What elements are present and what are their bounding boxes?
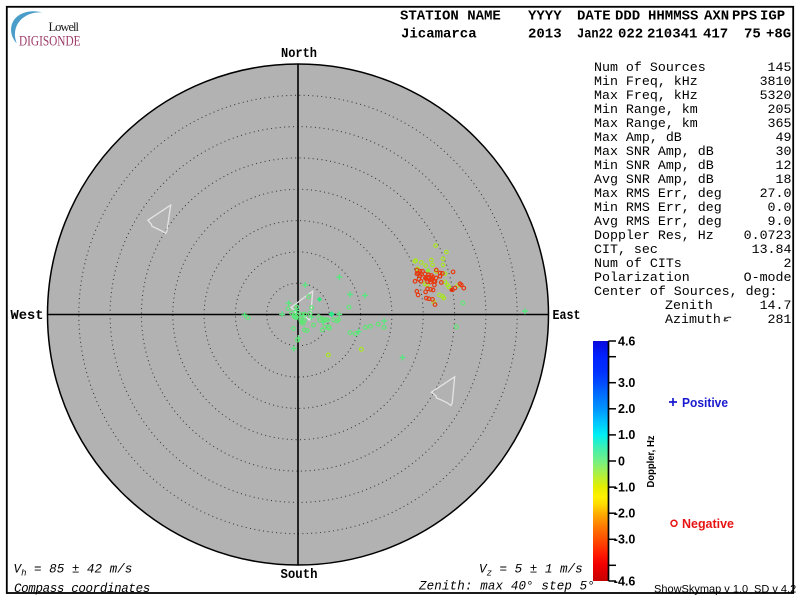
svg-text:27.0: 27.0: [760, 186, 792, 201]
svg-text:IGP: IGP: [760, 9, 785, 25]
svg-text:365: 365: [768, 116, 792, 131]
svg-text:Max Range, km: Max Range, km: [594, 116, 698, 131]
svg-text:12: 12: [776, 158, 792, 173]
svg-text:-2.0: -2.0: [614, 507, 636, 521]
svg-text:Zenith: Zenith: [665, 298, 713, 313]
svg-text:Doppler, Hz: Doppler, Hz: [645, 436, 657, 488]
svg-text:Avg SNR Amp, dB: Avg SNR Amp, dB: [594, 172, 714, 187]
svg-text:CIT, sec: CIT, sec: [594, 242, 658, 257]
svg-text:0: 0: [618, 454, 625, 468]
svg-text:Center of Sources, deg:: Center of Sources, deg:: [594, 284, 778, 299]
svg-text:Avg RMS Err, deg: Avg RMS Err, deg: [594, 214, 722, 229]
svg-text:-4.6: -4.6: [614, 574, 636, 588]
svg-text:YYYY: YYYY: [528, 9, 562, 25]
svg-text:0.0723: 0.0723: [744, 228, 792, 243]
svg-text:Max RMS Err, deg: Max RMS Err, deg: [594, 186, 722, 201]
svg-text:5320: 5320: [760, 88, 792, 103]
svg-text:Max Amp, dB: Max Amp, dB: [594, 130, 682, 145]
svg-text:Min Freq, kHz: Min Freq, kHz: [594, 74, 698, 89]
svg-text:205: 205: [768, 102, 792, 117]
svg-text:Min Range, km: Min Range, km: [594, 102, 698, 117]
svg-text:022: 022: [618, 27, 643, 43]
svg-text:49: 49: [776, 130, 792, 145]
svg-text:2: 2: [784, 256, 792, 271]
svg-text:STATION NAME: STATION NAME: [400, 9, 501, 25]
svg-text:West: West: [11, 309, 44, 324]
svg-text:DIGISONDE: DIGISONDE: [19, 34, 81, 50]
svg-text:2.0: 2.0: [618, 402, 635, 416]
svg-text:13.84: 13.84: [752, 242, 792, 257]
svg-text:3810: 3810: [760, 74, 792, 89]
svg-text:ShowSkymap v 1.0: ShowSkymap v 1.0: [654, 584, 748, 596]
svg-text:Num of CITs: Num of CITs: [594, 256, 682, 271]
svg-text:Compass coordinates: Compass coordinates: [14, 582, 150, 596]
svg-text:Max SNR Amp, dB: Max SNR Amp, dB: [594, 144, 714, 159]
svg-text:210341: 210341: [647, 27, 697, 43]
svg-text:2013: 2013: [528, 27, 562, 43]
svg-text:Min SNR Amp, dB: Min SNR Amp, dB: [594, 158, 714, 173]
svg-text:Positive: Positive: [682, 395, 728, 410]
svg-text:DATE: DATE: [577, 9, 611, 25]
svg-text:SD v 4.2: SD v 4.2: [754, 584, 796, 596]
svg-text:+8G: +8G: [766, 27, 791, 43]
svg-text:-3.0: -3.0: [614, 533, 636, 547]
svg-text:Azimuth: Azimuth: [665, 312, 721, 327]
svg-text:Lowell: Lowell: [49, 20, 80, 34]
svg-text:East: East: [553, 309, 581, 324]
svg-text:HHMMSS: HHMMSS: [648, 9, 698, 25]
svg-text:Negative: Negative: [682, 516, 734, 531]
svg-text:3.0: 3.0: [618, 376, 635, 390]
svg-text:PPS: PPS: [732, 9, 757, 25]
svg-text:Min RMS Err, deg: Min RMS Err, deg: [594, 200, 722, 215]
svg-text:Zenith: max 40° step 5°: Zenith: max 40° step 5°: [418, 580, 595, 594]
svg-text:1.0: 1.0: [618, 428, 635, 442]
svg-text:4.6: 4.6: [618, 334, 635, 348]
svg-text:9.0: 9.0: [768, 214, 792, 229]
svg-text:Max Freq, kHz: Max Freq, kHz: [594, 88, 698, 103]
svg-text:281: 281: [768, 312, 792, 327]
svg-text:18: 18: [776, 172, 792, 187]
svg-text:Jicamarca: Jicamarca: [401, 27, 477, 43]
svg-text:Vh = 85 ± 42 m/s: Vh = 85 ± 42 m/s: [14, 563, 133, 579]
svg-text:14.7: 14.7: [760, 298, 792, 313]
svg-text:Num of Sources: Num of Sources: [594, 60, 706, 75]
svg-text:AXN: AXN: [704, 9, 729, 25]
svg-text:DDD: DDD: [615, 9, 640, 25]
svg-text:South: South: [281, 568, 318, 583]
svg-text:Polarization: Polarization: [594, 270, 690, 285]
svg-text:417: 417: [703, 27, 728, 43]
svg-text:Jan22: Jan22: [577, 27, 613, 43]
svg-text:-1.0: -1.0: [614, 480, 636, 494]
svg-text:75: 75: [744, 27, 761, 43]
svg-text:Doppler Res, Hz: Doppler Res, Hz: [594, 228, 714, 243]
svg-text:North: North: [281, 47, 317, 62]
svg-text:30: 30: [776, 144, 792, 159]
svg-text:Vz = 5 ± 1 m/s: Vz = 5 ± 1 m/s: [479, 563, 583, 579]
svg-text:O-mode: O-mode: [744, 270, 792, 285]
svg-text:145: 145: [768, 60, 792, 75]
svg-text:0.0: 0.0: [768, 200, 792, 215]
